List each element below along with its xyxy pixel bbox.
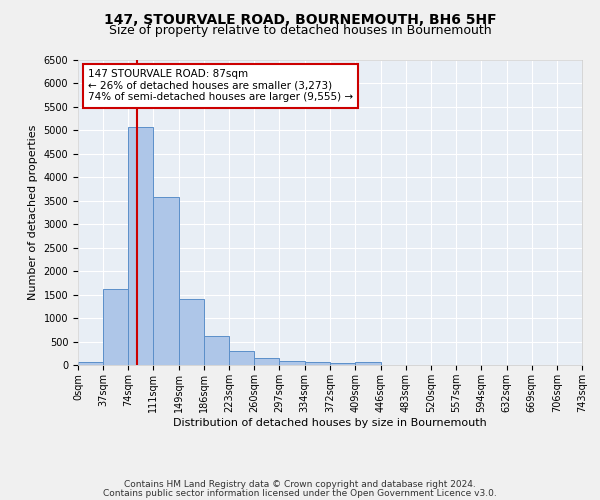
Y-axis label: Number of detached properties: Number of detached properties — [28, 125, 38, 300]
Bar — [103, 288, 128, 365]
X-axis label: Distribution of detached houses by size in Bournemouth: Distribution of detached houses by size … — [173, 418, 487, 428]
Bar — [355, 362, 380, 365]
Bar — [280, 361, 305, 365]
Bar — [179, 300, 204, 365]
Text: 147, STOURVALE ROAD, BOURNEMOUTH, BH6 5HF: 147, STOURVALE ROAD, BOURNEMOUTH, BH6 5H… — [104, 12, 496, 26]
Bar — [305, 362, 331, 365]
Bar — [128, 126, 153, 365]
Bar — [153, 197, 179, 365]
Bar — [78, 362, 103, 365]
Bar — [204, 336, 229, 365]
Text: 147 STOURVALE ROAD: 87sqm
← 26% of detached houses are smaller (3,273)
74% of se: 147 STOURVALE ROAD: 87sqm ← 26% of detac… — [88, 69, 353, 102]
Text: Size of property relative to detached houses in Bournemouth: Size of property relative to detached ho… — [109, 24, 491, 37]
Bar — [254, 358, 280, 365]
Bar — [229, 352, 254, 365]
Text: Contains HM Land Registry data © Crown copyright and database right 2024.: Contains HM Land Registry data © Crown c… — [124, 480, 476, 489]
Bar — [331, 363, 355, 365]
Text: Contains public sector information licensed under the Open Government Licence v3: Contains public sector information licen… — [103, 488, 497, 498]
